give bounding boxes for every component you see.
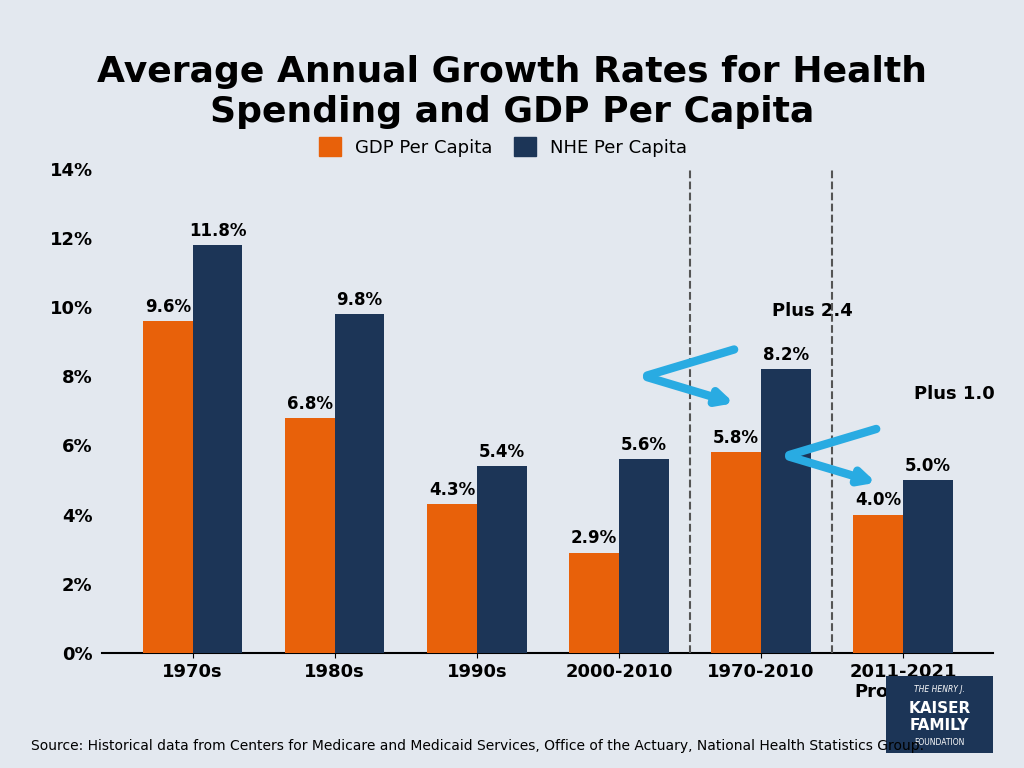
Bar (903, 480, 952, 653)
Text: 5.4%: 5.4% (478, 443, 524, 461)
Text: Source: Historical data from Centers for Medicare and Medicaid Services, Office : Source: Historical data from Centers for… (31, 739, 924, 753)
Text: 4.0%: 4.0% (855, 492, 901, 509)
Bar (193, 245, 243, 653)
Text: 5.0%: 5.0% (905, 457, 951, 475)
Text: 5.8%: 5.8% (713, 429, 759, 447)
Text: 9.6%: 9.6% (144, 298, 190, 316)
Text: 4.3%: 4.3% (429, 481, 475, 499)
Text: 2.9%: 2.9% (571, 529, 617, 548)
Bar (712, 452, 761, 653)
Text: FAMILY: FAMILY (909, 718, 970, 733)
Text: 9.8%: 9.8% (337, 291, 383, 309)
Bar (427, 505, 477, 653)
Text: 8.2%: 8.2% (763, 346, 809, 364)
Text: THE HENRY J.: THE HENRY J. (914, 685, 965, 694)
Bar (761, 369, 811, 653)
Bar (477, 466, 526, 653)
Bar (335, 314, 384, 653)
Bar (618, 459, 669, 653)
Bar (569, 553, 618, 653)
Legend: GDP Per Capita, NHE Per Capita: GDP Per Capita, NHE Per Capita (312, 131, 694, 164)
Text: Plus 1.0: Plus 1.0 (914, 385, 995, 402)
Text: KAISER: KAISER (908, 701, 971, 717)
Bar (285, 418, 335, 653)
Text: 11.8%: 11.8% (188, 222, 246, 240)
Text: FOUNDATION: FOUNDATION (914, 738, 965, 747)
Text: 6.8%: 6.8% (287, 395, 333, 412)
Text: Plus 2.4: Plus 2.4 (772, 302, 853, 319)
Bar (143, 321, 193, 653)
Bar (853, 515, 903, 653)
Text: Average Annual Growth Rates for Health
Spending and GDP Per Capita: Average Annual Growth Rates for Health S… (97, 55, 927, 129)
Text: 5.6%: 5.6% (621, 436, 667, 454)
